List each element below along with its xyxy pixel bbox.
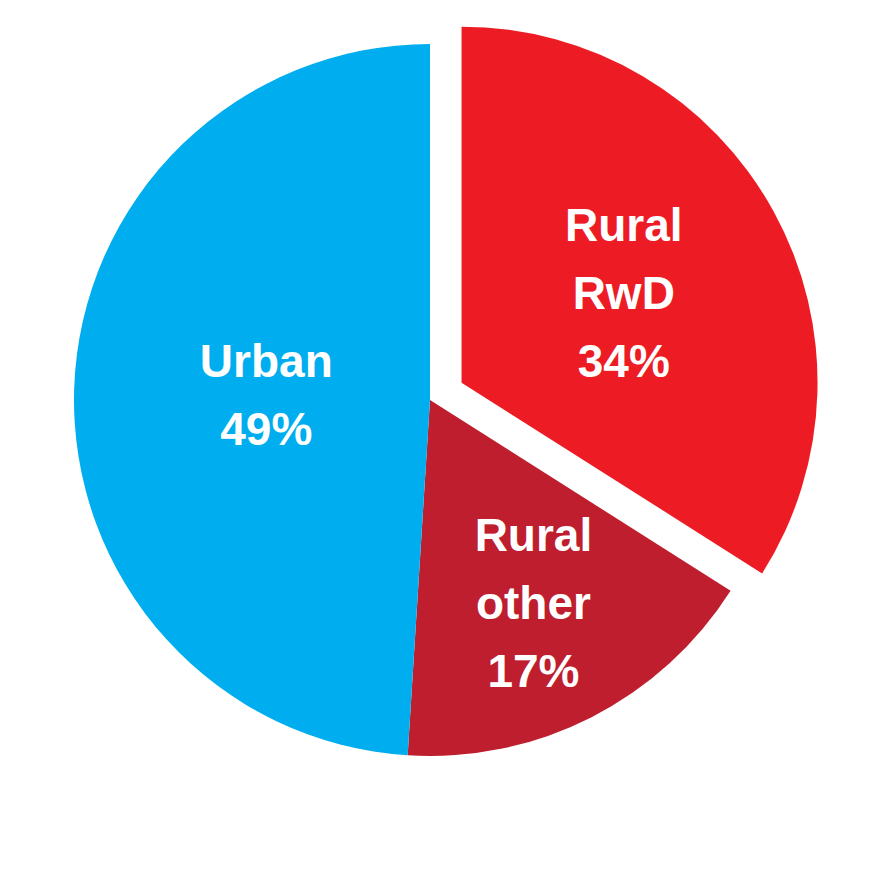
slice-label: Ruralother xyxy=(475,509,593,629)
pie-slice xyxy=(408,400,731,756)
data-label: 34% xyxy=(578,335,670,387)
data-label: 17% xyxy=(487,645,579,697)
labels: RuralRwD 34% Ruralother 17% Urban 49% xyxy=(200,199,683,697)
chart: RuralRwD 34% Ruralother 17% Urban 49% xyxy=(0,0,892,891)
pie-slice xyxy=(74,44,430,755)
slices xyxy=(74,27,818,756)
slice-label: Urban xyxy=(200,335,333,387)
slice-label: RuralRwD xyxy=(565,199,683,319)
data-label: 49% xyxy=(220,403,312,455)
